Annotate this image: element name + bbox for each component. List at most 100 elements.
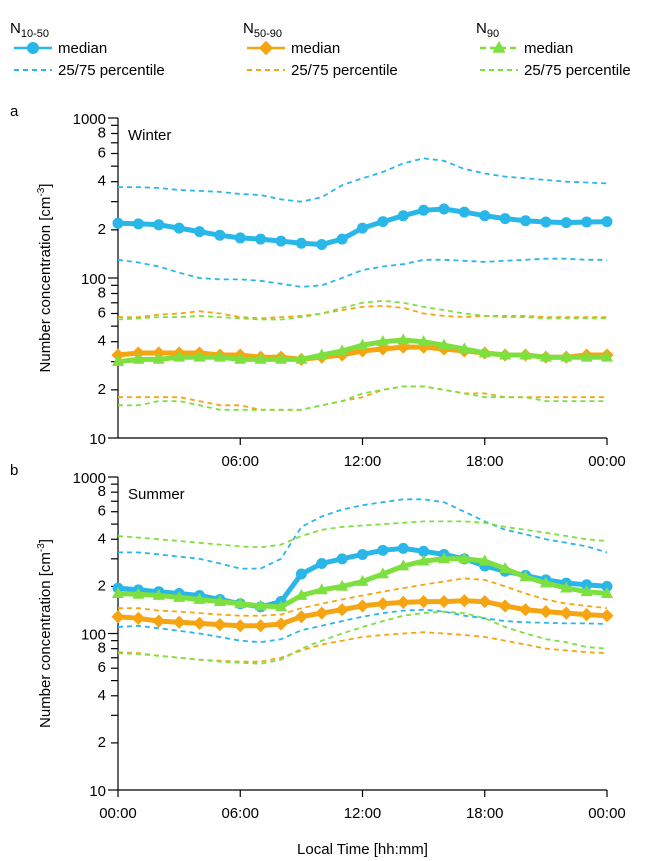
median-marker bbox=[213, 350, 226, 362]
median-marker bbox=[193, 350, 206, 362]
legend-label: median bbox=[524, 40, 573, 57]
median-marker bbox=[458, 206, 470, 218]
y-tick-label: 8 bbox=[98, 125, 106, 142]
median-marker bbox=[111, 355, 125, 367]
percentile-line bbox=[117, 608, 608, 644]
median-marker bbox=[580, 350, 593, 362]
y-tick-label: 8 bbox=[98, 640, 106, 657]
median-marker bbox=[173, 350, 186, 362]
y-tick-label: 4 bbox=[98, 333, 106, 350]
median-marker bbox=[295, 588, 308, 600]
median-marker bbox=[601, 580, 613, 592]
median-marker bbox=[173, 590, 186, 602]
y-axis-label: Number concentration [cm-3] bbox=[36, 184, 54, 373]
median-marker bbox=[111, 586, 125, 598]
y-tick-label: 8 bbox=[98, 483, 106, 500]
median-marker bbox=[437, 338, 451, 350]
median-marker bbox=[397, 542, 409, 554]
y-tick-label: 4 bbox=[98, 687, 106, 704]
percentile-line bbox=[118, 385, 607, 411]
legend-marker bbox=[258, 40, 274, 56]
y-tick-label: 6 bbox=[98, 304, 106, 321]
median-marker bbox=[377, 216, 389, 228]
median-marker bbox=[458, 342, 471, 354]
legend-marker bbox=[27, 42, 39, 54]
x-tick-label: 00:00 bbox=[588, 805, 626, 822]
percentile-line bbox=[118, 385, 607, 411]
median-marker bbox=[254, 619, 268, 633]
x-tick-label: 00:00 bbox=[99, 805, 137, 822]
median-marker bbox=[600, 350, 614, 362]
median-marker bbox=[316, 558, 328, 570]
median-marker bbox=[479, 210, 491, 222]
median-marker bbox=[457, 594, 471, 608]
percentile-line bbox=[117, 631, 608, 663]
median-marker bbox=[499, 348, 512, 360]
median-marker bbox=[397, 333, 410, 345]
median-marker bbox=[540, 216, 552, 228]
median-marker bbox=[132, 587, 145, 599]
y-axis-label-text: Number concentration [cm bbox=[37, 552, 54, 728]
median-marker bbox=[397, 559, 410, 571]
percentile-line bbox=[117, 299, 607, 321]
median-marker bbox=[275, 235, 287, 247]
x-tick-label: 18:00 bbox=[466, 453, 504, 470]
median-marker bbox=[336, 553, 348, 565]
x-tick-label: 12:00 bbox=[344, 805, 382, 822]
median-marker bbox=[478, 346, 491, 358]
median-marker bbox=[335, 603, 349, 617]
median-marker bbox=[356, 338, 369, 350]
y-axis-label-sup: -3 bbox=[36, 187, 47, 196]
legend-symbol: N bbox=[243, 20, 254, 37]
median-marker bbox=[478, 554, 491, 566]
median-marker bbox=[539, 350, 552, 362]
median-marker bbox=[560, 217, 572, 229]
panel-label: b bbox=[10, 462, 18, 479]
median-marker bbox=[437, 594, 451, 609]
median-marker bbox=[295, 352, 308, 364]
median-marker bbox=[233, 619, 247, 633]
median-marker bbox=[152, 352, 165, 364]
y-axis-label-end: ] bbox=[37, 539, 54, 543]
median-marker bbox=[539, 576, 552, 588]
median-marker bbox=[213, 594, 226, 606]
median-marker bbox=[520, 215, 531, 227]
median-marker bbox=[518, 603, 533, 617]
median-marker bbox=[581, 579, 593, 591]
y-tick-label: 2 bbox=[98, 221, 106, 238]
median-marker bbox=[560, 581, 573, 593]
median-marker bbox=[152, 614, 166, 628]
median-marker bbox=[356, 574, 369, 586]
median-marker bbox=[357, 222, 368, 234]
y-tick-label: 2 bbox=[98, 734, 106, 751]
y-tick-label: 4 bbox=[98, 173, 106, 190]
median-marker bbox=[213, 617, 227, 632]
median-marker bbox=[294, 610, 308, 624]
median-marker bbox=[417, 554, 430, 566]
median-marker bbox=[499, 213, 511, 225]
y-axis-label-text: Number concentration [cm bbox=[37, 197, 54, 373]
median-marker bbox=[600, 609, 614, 623]
y-tick-label: 6 bbox=[98, 503, 106, 520]
median-marker bbox=[153, 219, 165, 231]
legend-marker bbox=[492, 40, 506, 53]
median-marker bbox=[519, 348, 532, 360]
median-marker bbox=[580, 608, 594, 622]
legend-subscript: 90 bbox=[487, 28, 499, 40]
median-marker bbox=[173, 222, 185, 234]
median-marker bbox=[336, 233, 348, 245]
percentile-line bbox=[117, 520, 608, 549]
y-tick-label: 100 bbox=[81, 271, 106, 288]
median-marker bbox=[234, 352, 247, 364]
legend-label: median bbox=[291, 40, 340, 57]
median-marker bbox=[418, 545, 430, 557]
y-tick-label: 2 bbox=[98, 381, 106, 398]
median-marker bbox=[377, 544, 389, 556]
median-marker bbox=[417, 335, 430, 347]
median-marker bbox=[214, 229, 226, 241]
legend-label: 25/75 percentile bbox=[58, 62, 165, 79]
median-marker bbox=[376, 335, 389, 347]
percentile-line bbox=[118, 304, 607, 320]
legend-label: 25/75 percentile bbox=[524, 62, 631, 79]
